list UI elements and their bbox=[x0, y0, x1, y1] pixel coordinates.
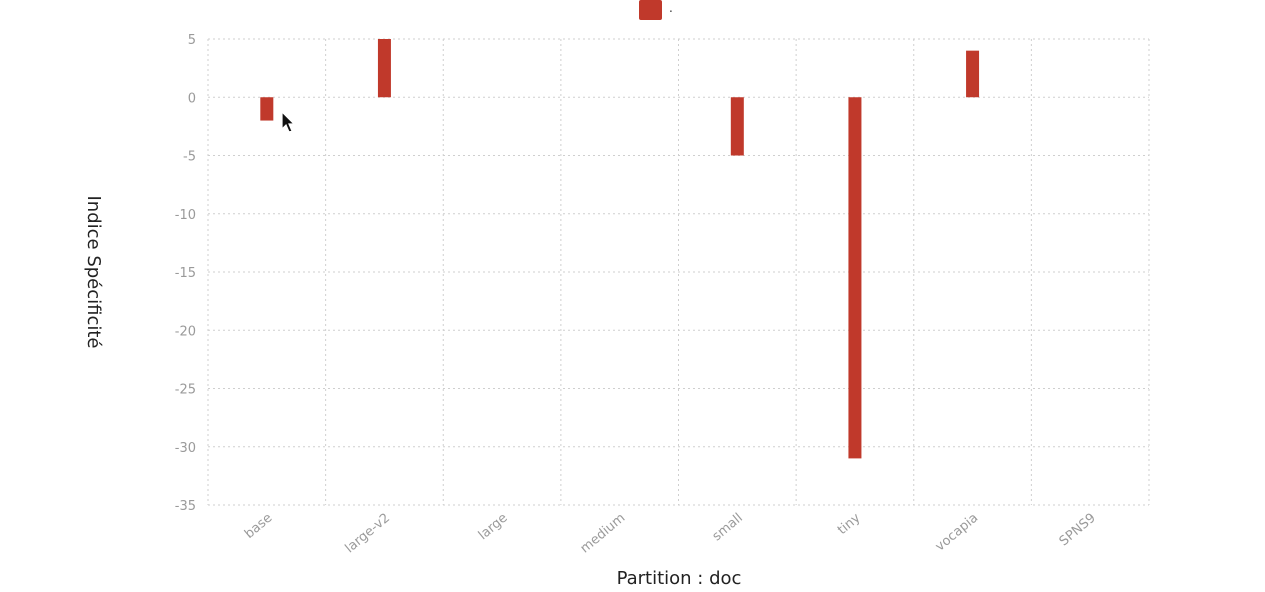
x-tick-label: medium bbox=[578, 511, 629, 557]
bar-large-v2[interactable] bbox=[377, 39, 391, 98]
x-tick-label: base bbox=[242, 511, 275, 542]
x-tick-label: large bbox=[476, 511, 511, 544]
y-tick-label: 0 bbox=[188, 91, 196, 106]
y-tick-label: -20 bbox=[175, 324, 196, 339]
x-axis-ticks: base large-v2 large medium small tiny vocapia S… bbox=[242, 510, 1099, 556]
mouse-pointer-icon bbox=[281, 111, 296, 133]
y-tick-label: 5 bbox=[188, 33, 196, 48]
bar-base[interactable] bbox=[260, 97, 274, 121]
bars bbox=[260, 39, 980, 459]
bar-vocapia[interactable] bbox=[966, 50, 980, 98]
y-tick-label: -5 bbox=[183, 150, 196, 165]
y-tick-label: -35 bbox=[175, 499, 196, 514]
x-tick-label: vocapia bbox=[933, 511, 981, 555]
y-axis-ticks: 5 0 -5 -10 -15 -20 -25 -30 -35 bbox=[175, 33, 196, 514]
x-axis-label: Partition : doc bbox=[617, 568, 742, 589]
legend[interactable]: . bbox=[639, 0, 673, 20]
x-tick-label: tiny bbox=[835, 510, 864, 538]
legend-label: . bbox=[669, 1, 673, 15]
grid bbox=[207, 38, 1150, 506]
bar-tiny[interactable] bbox=[848, 97, 862, 459]
y-tick-label: -25 bbox=[175, 383, 196, 398]
x-tick-label: small bbox=[710, 511, 746, 545]
x-tick-label: large-v2 bbox=[343, 511, 393, 557]
y-tick-label: -10 bbox=[175, 208, 196, 223]
y-tick-label: -15 bbox=[175, 266, 196, 281]
y-tick-label: -30 bbox=[175, 441, 196, 456]
legend-swatch[interactable] bbox=[639, 0, 662, 20]
x-tick-label: SPNS9 bbox=[1057, 511, 1099, 550]
bar-small[interactable] bbox=[730, 97, 744, 156]
y-axis-label: Indice Spécificité bbox=[83, 195, 104, 348]
